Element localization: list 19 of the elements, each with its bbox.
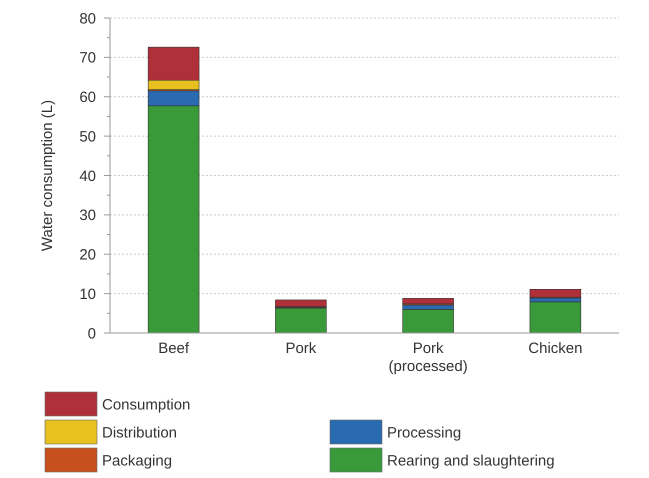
x-tick-label: Pork (285, 340, 317, 357)
y-tick-label: 70 (79, 50, 96, 67)
y-axis-title: Water consumption (L) (39, 100, 56, 252)
y-tick-label: 20 (79, 246, 96, 264)
y-tick-label: 0 (88, 325, 96, 342)
legend-label: Packaging (102, 452, 172, 470)
x-tick-label: Chicken (528, 340, 582, 357)
y-tick-label: 30 (79, 207, 96, 224)
y-tick-label: 50 (79, 128, 96, 146)
legend-label: Distribution (102, 424, 178, 442)
y-tick-label: 10 (79, 286, 96, 303)
legend-label: Processing (387, 424, 462, 442)
y-tick-label: 40 (79, 168, 96, 185)
y-tick-label: 60 (79, 89, 96, 106)
y-tick-label: 80 (79, 10, 96, 28)
x-tick-label: Beef (158, 340, 190, 357)
x-tick-label: Pork (processed) (388, 340, 468, 375)
legend-label: Rearing and slaughtering (387, 452, 555, 470)
legend-label: Consumption (102, 396, 190, 414)
